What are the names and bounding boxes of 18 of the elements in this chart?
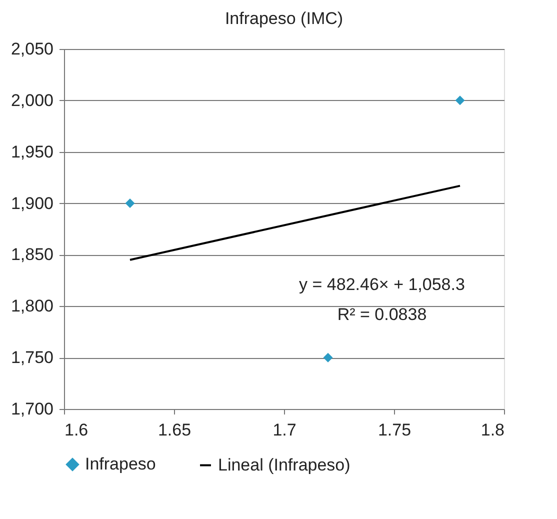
chart-title: Infrapeso (IMC) xyxy=(224,9,344,28)
x-tick-label: 1.6 xyxy=(64,420,88,440)
legend-label: Infrapeso xyxy=(85,454,156,474)
y-tick-label: 2,000 xyxy=(10,90,54,110)
y-tick-label: 1,850 xyxy=(10,245,54,264)
y-tick-label: 1,950 xyxy=(10,142,54,162)
annotation: y = 482.46× + 1,058.3 xyxy=(299,275,465,294)
x-tick-label: 1.75 xyxy=(378,420,412,440)
x-tick-label: 1.65 xyxy=(158,420,192,440)
legend-label: Lineal (Infrapeso) xyxy=(218,455,350,474)
x-tick-label: 1.8 xyxy=(480,420,504,440)
y-tick-label: 1,750 xyxy=(10,348,54,368)
annotation: R² = 0.0838 xyxy=(337,305,427,324)
y-tick-label: 2,050 xyxy=(10,40,54,58)
y-tick-label: 1,900 xyxy=(10,194,54,213)
x-tick-label: 1.7 xyxy=(272,420,296,440)
y-tick-label: 1,700 xyxy=(10,400,54,418)
y-tick-label: 1,800 xyxy=(10,296,54,316)
